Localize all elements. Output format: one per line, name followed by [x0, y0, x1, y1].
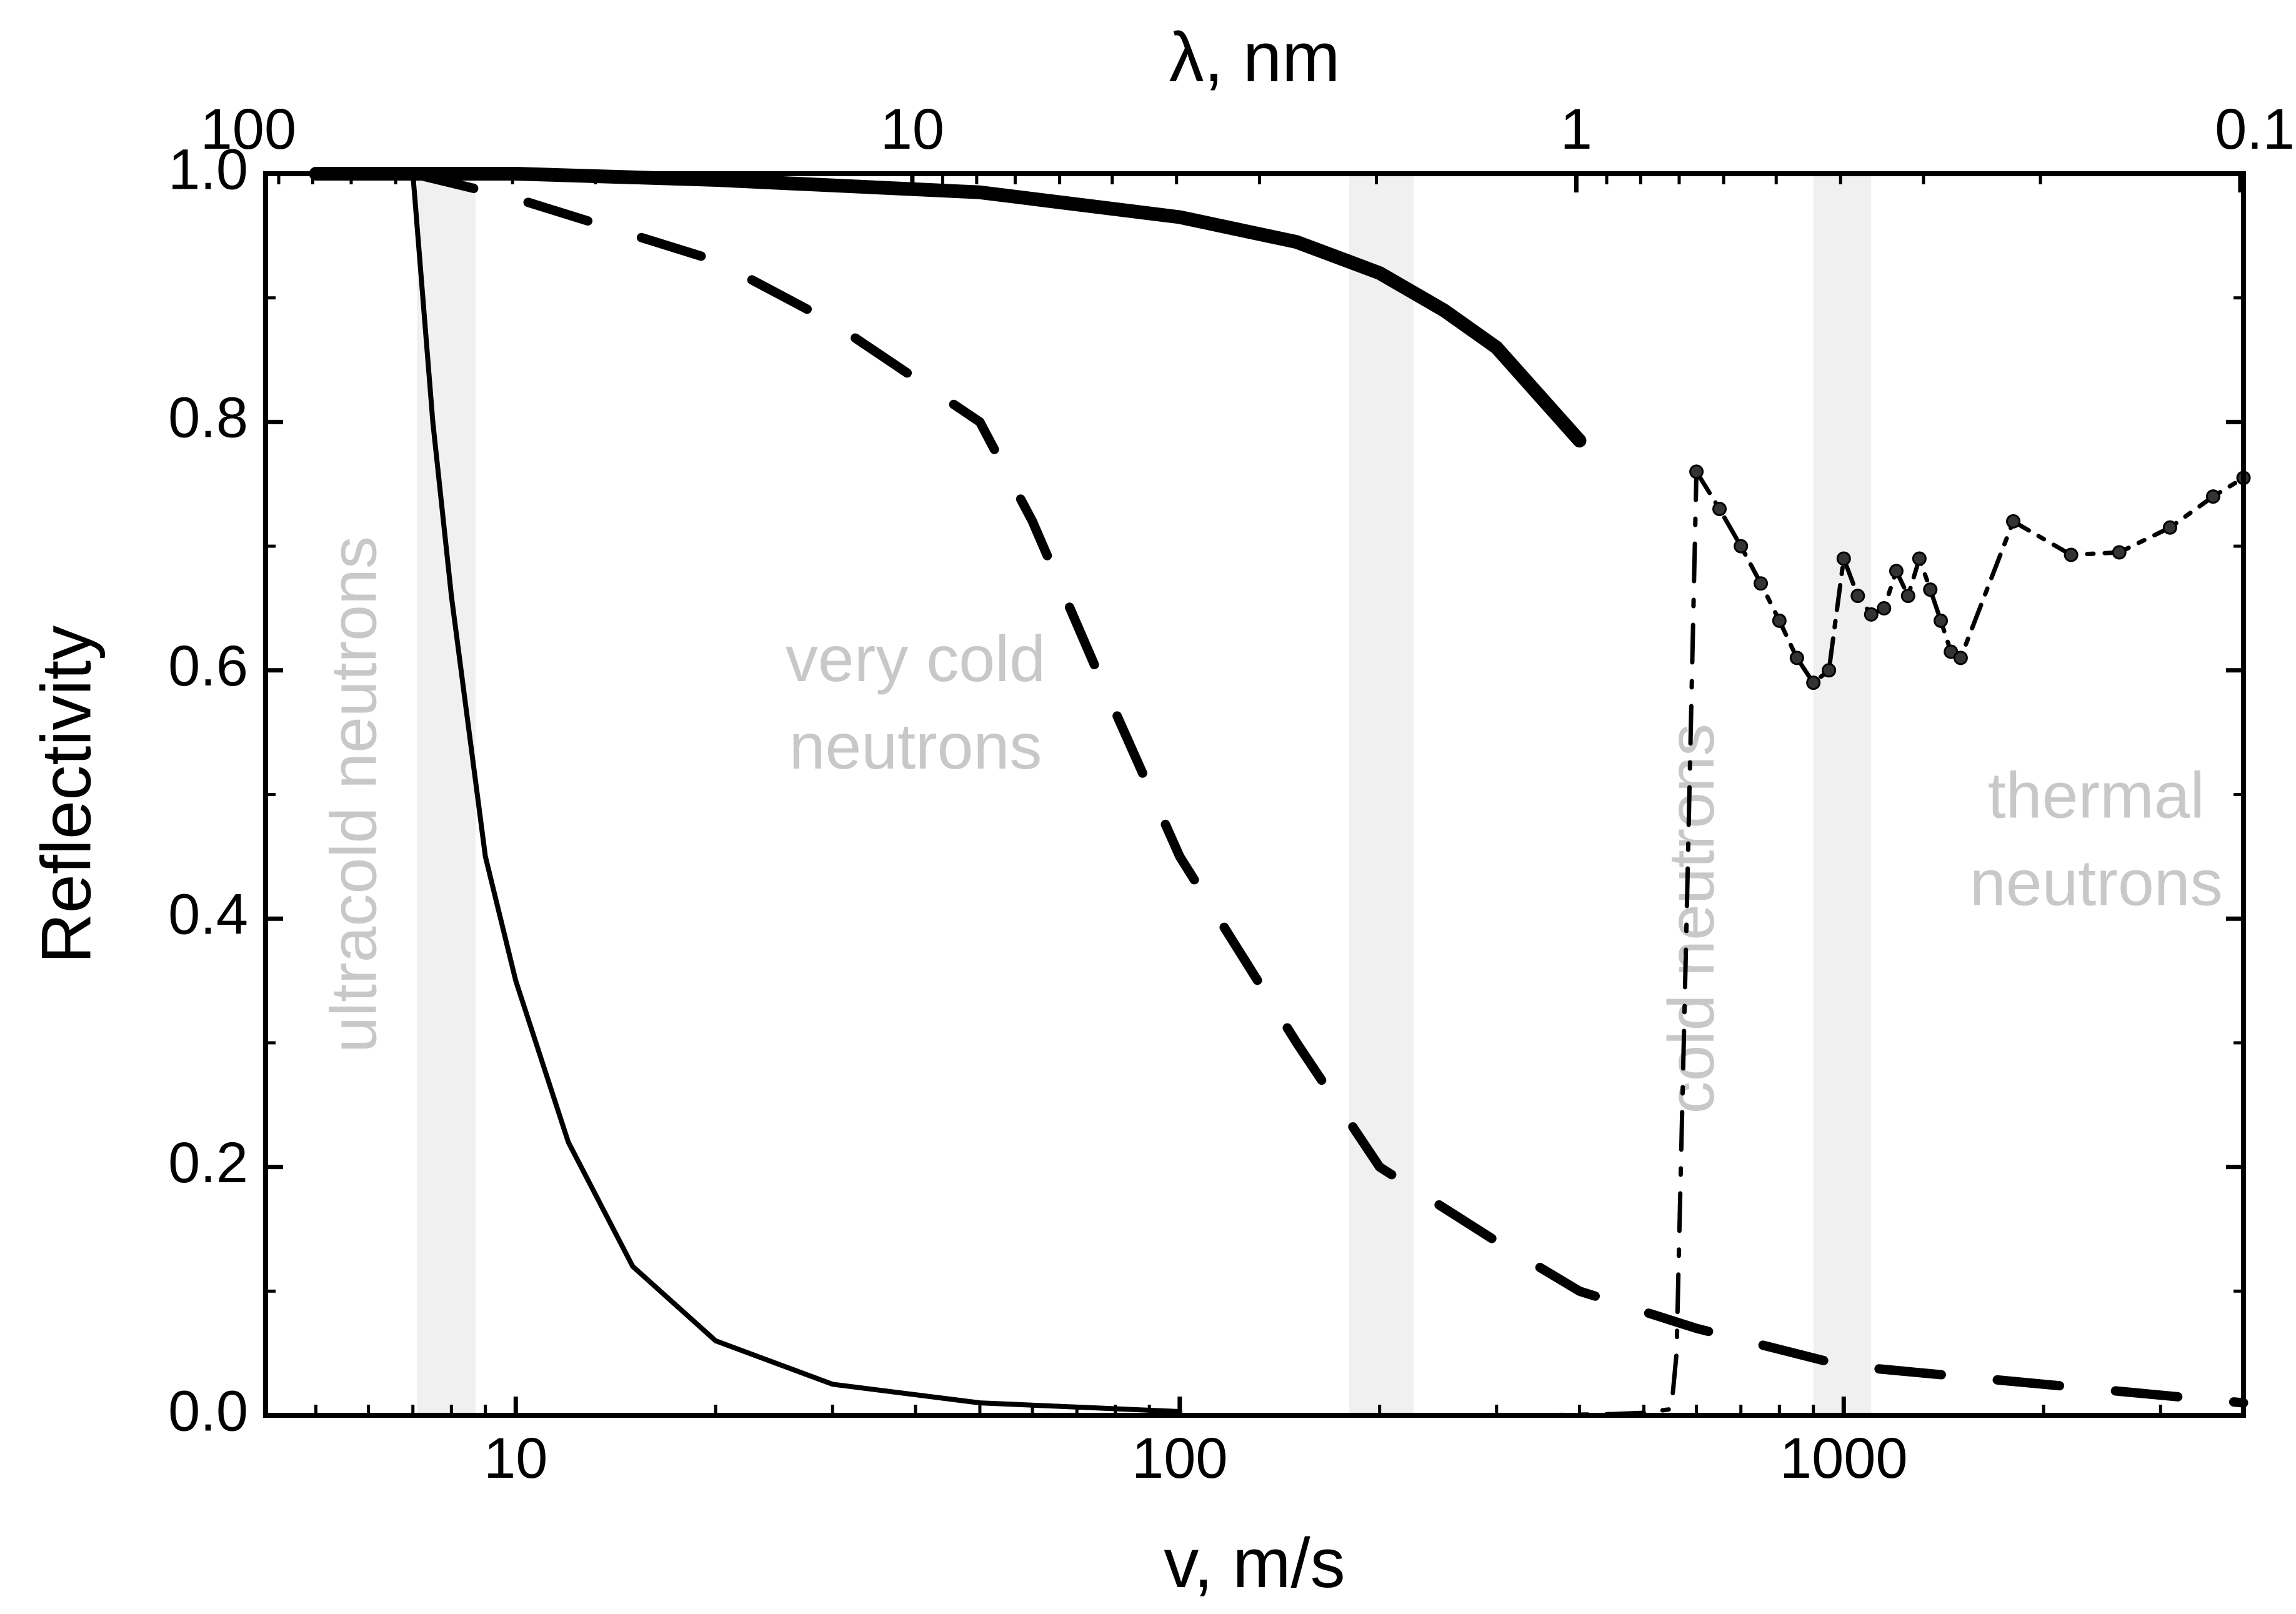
axis-text: v, m/s λ, nm Reflectivity [27, 18, 1345, 1602]
top-tick-label: 1 [1560, 97, 1592, 161]
data-point-1 [1712, 501, 1727, 516]
data-point-11 [1877, 600, 1892, 615]
series-line-dash-dot-markers [1694, 469, 2246, 685]
data-point-14 [1912, 551, 1927, 566]
data-point-12 [1889, 564, 1904, 579]
top-tick-label: 10 [881, 97, 944, 161]
top-tick-label: 0.1 [2215, 97, 2295, 161]
data-point-13 [1900, 589, 1915, 604]
y-tick-label: 0.6 [168, 634, 248, 698]
data-point-10 [1864, 607, 1879, 622]
data-series [307, 167, 2249, 1418]
top-axis-title: λ, nm [1169, 18, 1340, 96]
series-line-dashed [408, 169, 2249, 1408]
region-label-3-line-0: thermal [1988, 759, 2205, 832]
data-point-9 [1850, 589, 1865, 604]
y-tick-label: 0.0 [168, 1379, 248, 1443]
data-point-15 [1923, 582, 1938, 597]
data-point-3 [1754, 576, 1769, 591]
y-tick-label: 0.8 [168, 386, 248, 450]
region-labels: ultracold neutrons very cold neutrons cold … [317, 536, 2222, 1113]
boundary-band-1 [1349, 174, 1414, 1415]
x-tick-label: 100 [1132, 1427, 1228, 1490]
boundary-band-2 [1813, 174, 1872, 1415]
top-tick-label: 100 [201, 97, 297, 161]
axes: 0.0 0.2 0.4 0.6 0.8 1.0 10 100 1000 100 10 1 0.1 [168, 97, 2295, 1490]
data-point-23 [2205, 489, 2220, 504]
y-axis-title: Reflectivity [27, 625, 106, 964]
y-tick-label: 1.0 [168, 137, 248, 201]
data-point-8 [1836, 551, 1851, 566]
region-label-1-line-1: neutrons [789, 710, 1042, 783]
region-label-1-line-0: very cold [786, 623, 1046, 695]
data-point-16 [1934, 613, 1949, 628]
series-line-thick-solid [309, 167, 1587, 448]
y-tick-label: 0.2 [168, 1131, 248, 1195]
data-point-20 [2064, 547, 2079, 562]
data-point-6 [1806, 675, 1821, 690]
x-axis-title: v, m/s [1164, 1524, 1345, 1602]
y-tick-label: 0.4 [168, 882, 248, 946]
x-tick-label: 1000 [1780, 1427, 1908, 1490]
data-markers [1689, 464, 2251, 690]
region-label-0: ultracold neutrons [317, 536, 390, 1053]
data-point-4 [1772, 613, 1787, 628]
data-point-22 [2162, 520, 2177, 535]
plot-frame [263, 171, 2246, 1418]
boundary-bands [417, 174, 1872, 1415]
data-point-0 [1689, 464, 1704, 479]
data-point-5 [1789, 650, 1804, 665]
region-label-2: cold neutrons [1655, 724, 1728, 1113]
data-point-18 [1953, 650, 1968, 665]
region-label-3-line-1: neutrons [1970, 847, 2223, 919]
data-point-19 [2006, 514, 2021, 529]
data-point-2 [1734, 539, 1749, 554]
x-tick-label: 10 [484, 1427, 547, 1490]
data-point-7 [1822, 663, 1837, 678]
data-point-21 [2112, 545, 2127, 560]
boundary-band-0 [417, 174, 476, 1415]
